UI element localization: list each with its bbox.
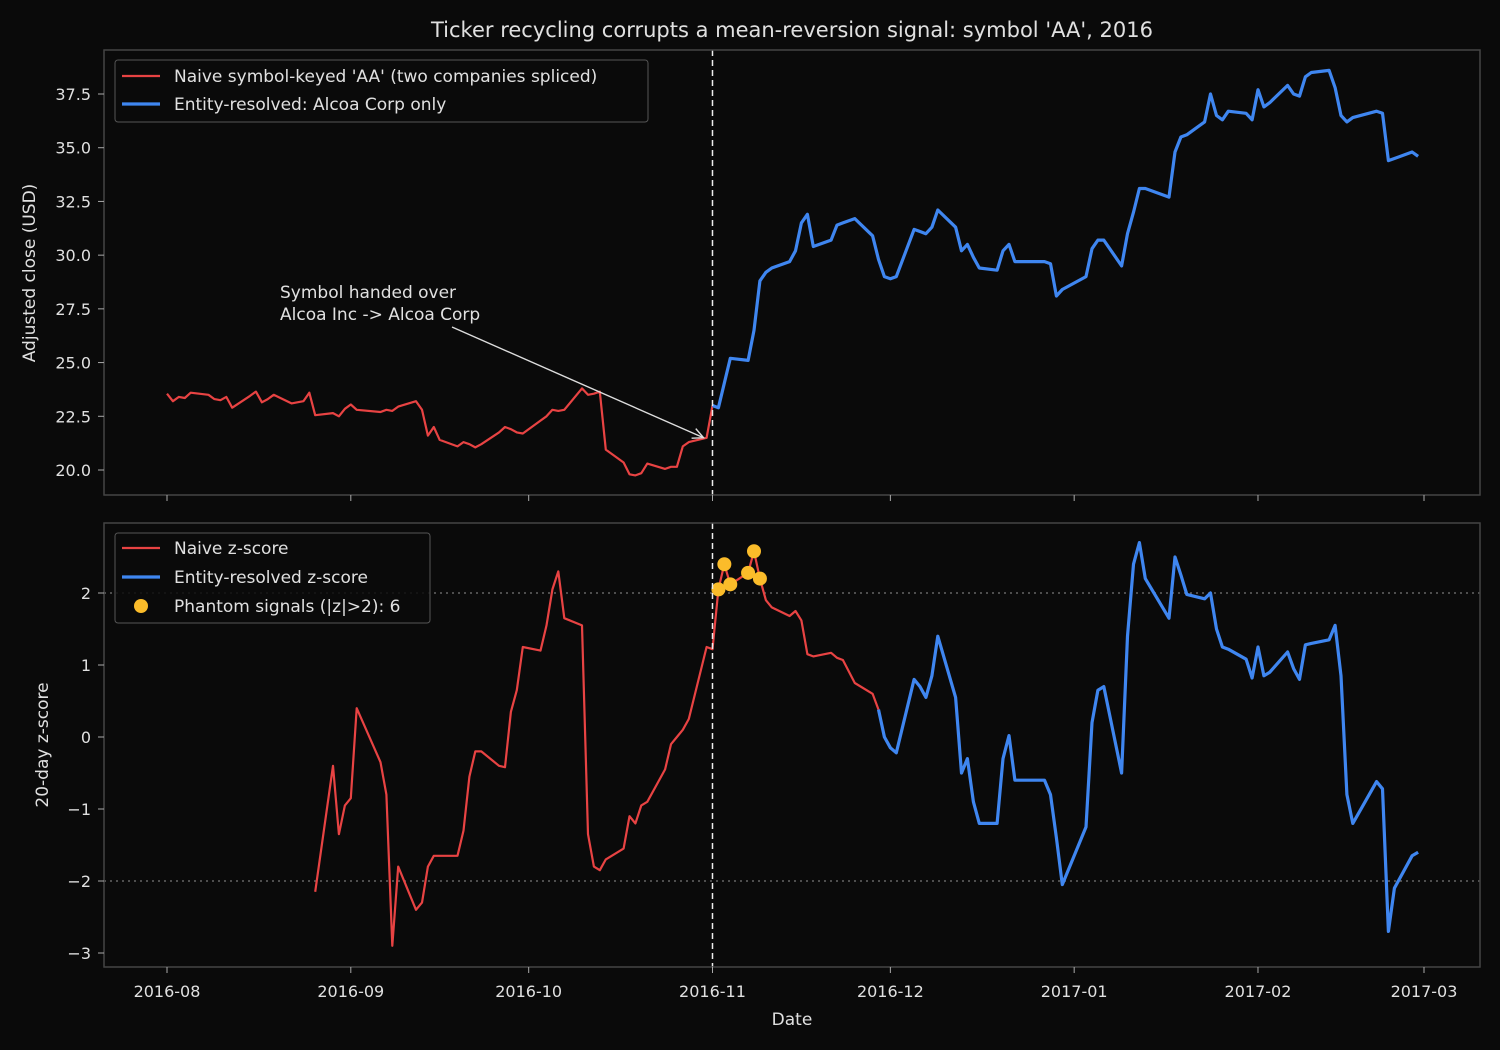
zscore-series-line-1 [876,540,1419,934]
x-tick-label: 2016-11 [679,982,746,1001]
annotation-line-1: Symbol handed over [280,283,456,303]
x-tick-label: 2017-01 [1041,982,1108,1001]
x-tick-label: 2016-08 [134,982,201,1001]
y-tick-label: 20.0 [55,461,91,480]
annotation-line-2: Alcoa Inc -> Alcoa Corp [280,305,480,325]
annotation-arrowhead [691,428,706,439]
x-tick-label: 2016-12 [857,982,924,1001]
x-tick-label: 2016-09 [317,982,384,1001]
chart-title: Ticker recycling corrupts a mean-reversi… [430,18,1153,42]
y-tick-label: 27.5 [55,300,91,319]
legend-label-phantom: Phantom signals (|z|>2): 6 [174,597,400,617]
legend-label-naive-price: Naive symbol-keyed 'AA' (two companies s… [174,67,597,87]
legend-label-resolved-price: Entity-resolved: Alcoa Corp only [174,95,446,115]
legend-swatch-phantom [134,599,148,613]
phantom-signal-point [752,571,767,586]
zscore-y-axis-title: 20-day z-score [33,682,53,807]
zscore-plot-frame [103,522,1481,968]
x-tick-label: 2016-10 [495,982,562,1001]
y-tick-label: −3 [67,944,91,963]
zscore-legend: Naive z-score Entity-resolved z-score Ph… [114,532,431,624]
legend-label-resolved-z: Entity-resolved z-score [174,568,368,588]
handover-annotation: Symbol handed over Alcoa Inc -> Alcoa Co… [280,283,706,439]
phantom-signal-point [717,557,732,572]
y-tick-label: 2 [81,584,91,603]
x-tick-label: 2017-03 [1391,982,1458,1001]
price-plot-frame [103,49,1481,496]
x-axis-title: Date [772,1010,813,1030]
x-tick-label: 2017-02 [1225,982,1292,1001]
y-tick-label: 35.0 [55,139,91,158]
price-y-axis-title: Adjusted close (USD) [20,184,40,363]
annotation-arrow [451,326,704,439]
price-panel: Adjusted close (USD) Symbol handed over … [20,49,1481,501]
y-tick-label: 1 [81,656,91,675]
phantom-signal-point [741,565,756,580]
zscore-series-line-0 [314,550,880,947]
price-legend: Naive symbol-keyed 'AA' (two companies s… [114,59,649,123]
y-tick-label: 0 [81,728,91,747]
phantom-signal-point [746,544,761,559]
phantom-signal-point [723,577,738,592]
price-series-line-0 [166,387,714,477]
legend-label-naive-z: Naive z-score [174,539,289,559]
y-tick-label: −2 [67,872,91,891]
price-series-line-1 [711,68,1420,410]
phantom-signal-point [711,582,726,597]
zscore-panel: 20-day z-score −3 −2 −1 0 1 2 2016-08 2016-09 20… [33,522,1481,1001]
y-tick-label: 37.5 [55,85,91,104]
y-tick-label: 22.5 [55,407,91,426]
y-tick-label: 32.5 [55,192,91,211]
y-tick-label: −1 [67,800,91,819]
y-tick-label: 30.0 [55,246,91,265]
y-tick-label: 25.0 [55,354,91,373]
